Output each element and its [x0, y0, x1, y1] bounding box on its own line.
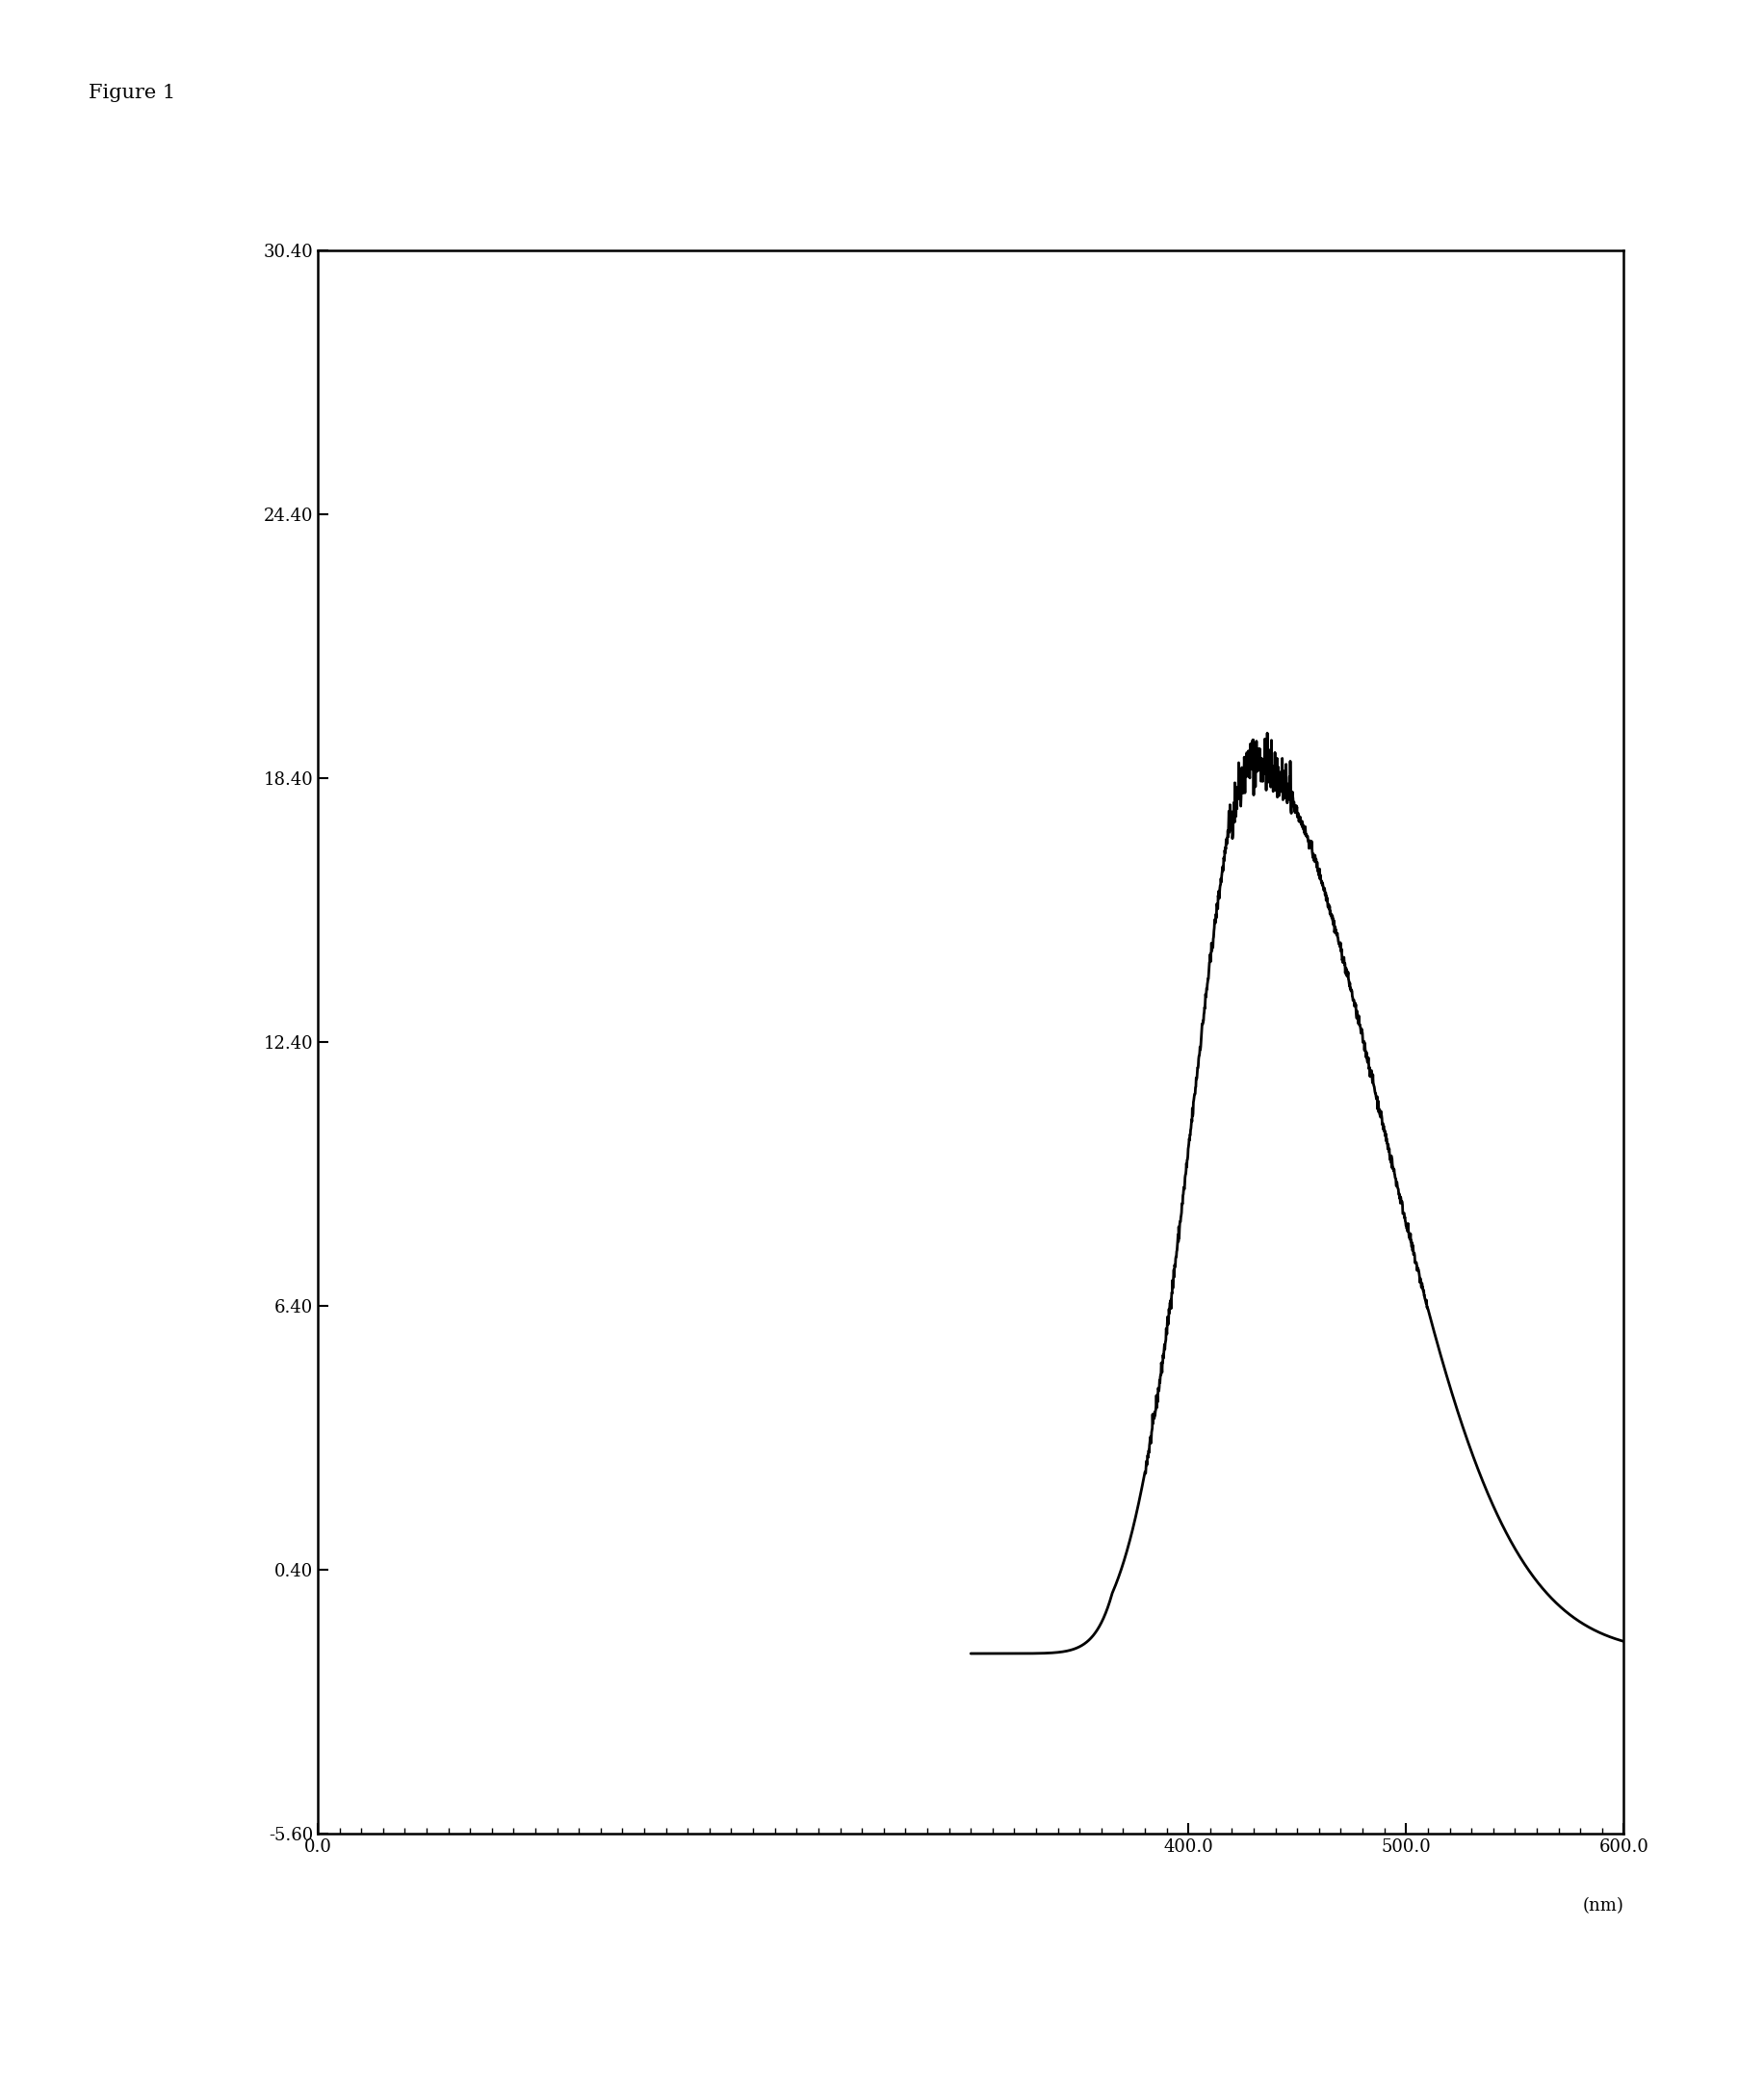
- Text: (nm): (nm): [1582, 1896, 1623, 1915]
- Text: Figure 1: Figure 1: [88, 83, 175, 102]
